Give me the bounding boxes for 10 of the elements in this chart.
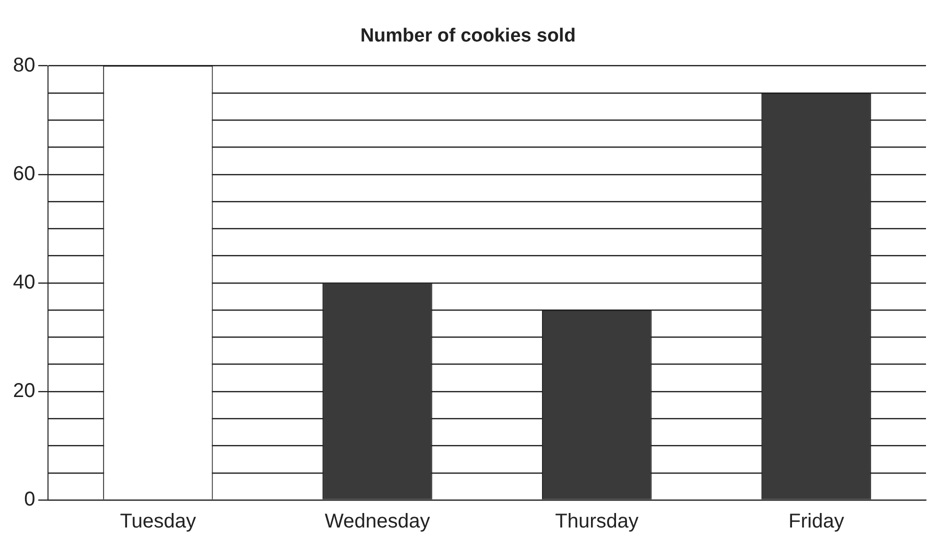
chart-title: Number of cookies sold [360, 26, 576, 47]
x-tick-label: Friday [788, 510, 844, 533]
x-tick-label: Thursday [555, 510, 639, 533]
y-tick-label: 20 [12, 380, 36, 402]
x-tick-label: Tuesday [120, 510, 196, 533]
y-tick-label: 60 [12, 162, 36, 185]
y-tick-label: 0 [24, 488, 36, 511]
x-tick-label: Wednesday [324, 510, 430, 533]
y-tick-label: 80 [12, 54, 36, 76]
y-tick-label: 40 [12, 271, 36, 294]
